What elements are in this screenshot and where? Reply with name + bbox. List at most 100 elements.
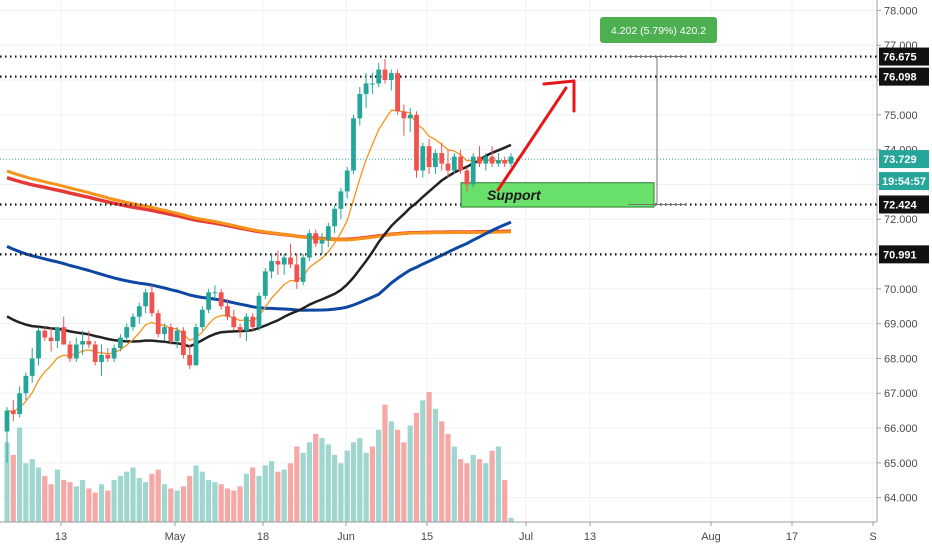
- volume-bar: [445, 433, 451, 522]
- annotations: 4.202 (5.79%) 420.2: [496, 17, 717, 205]
- volume-bar: [483, 463, 489, 522]
- volume-bar: [256, 475, 262, 522]
- volume-bar: [275, 471, 281, 522]
- volume-bar: [143, 482, 149, 522]
- candle-body: [464, 170, 470, 185]
- volume-bar: [407, 425, 413, 522]
- volume-bar: [67, 482, 73, 522]
- candle-body: [42, 330, 48, 338]
- candle-body: [300, 257, 306, 282]
- candle-body: [294, 264, 300, 282]
- volume-bar: [508, 517, 514, 522]
- candle-body: [73, 344, 79, 359]
- measure-badge: [600, 17, 717, 43]
- candle-body: [143, 292, 148, 307]
- volume-bar: [231, 490, 237, 522]
- candle-body: [313, 233, 319, 244]
- candle-body: [181, 330, 186, 355]
- price-tick-label: 70.000: [884, 284, 918, 296]
- volume-bar: [426, 392, 432, 522]
- candle-body: [388, 73, 394, 81]
- candle-body: [307, 233, 312, 258]
- volume-bar: [80, 480, 86, 522]
- axes: [0, 0, 878, 523]
- volume-bar: [61, 480, 67, 522]
- time-tick-label: S: [869, 531, 876, 543]
- volume-bar: [363, 452, 369, 522]
- time-tick-label: 17: [786, 531, 798, 543]
- measure-label: 4.202 (5.79%) 420.2: [611, 25, 706, 37]
- candle-body: [168, 327, 174, 342]
- candle-body: [363, 83, 369, 94]
- candle-body: [86, 341, 92, 345]
- volume-bar: [281, 469, 287, 522]
- volume-bar: [136, 477, 142, 522]
- candles: [4, 59, 514, 463]
- volume-bar: [130, 467, 136, 522]
- volume-bar: [401, 442, 407, 522]
- price-tick-label: 78.000: [884, 5, 918, 17]
- candle-body: [382, 69, 388, 81]
- volume-bar: [357, 438, 363, 522]
- candle-body: [4, 410, 10, 432]
- volume-bar: [502, 480, 508, 522]
- price-tick-label: 64.000: [884, 493, 918, 505]
- candle-body: [67, 344, 73, 359]
- volume-bar: [4, 442, 10, 522]
- candle-body: [80, 341, 85, 345]
- volume-bar: [86, 488, 92, 522]
- volume-bar: [338, 463, 344, 522]
- candle-body: [174, 330, 180, 342]
- volume-bar: [199, 471, 205, 522]
- volume-bar: [325, 444, 331, 522]
- time-tick-label: May: [165, 531, 186, 543]
- time-tick-label: Jul: [519, 531, 533, 543]
- candle-body: [426, 146, 432, 168]
- price-tick-label: 67.000: [884, 388, 918, 400]
- candle-body: [325, 226, 331, 241]
- candle-body: [212, 292, 218, 294]
- level-price-badge-label: 70.991: [883, 249, 917, 261]
- volume-bar: [319, 438, 325, 522]
- volume-bar: [382, 404, 388, 522]
- arrow-shaft: [496, 86, 568, 192]
- volume-bar: [294, 446, 300, 522]
- price-tick-label: 72.000: [884, 214, 918, 226]
- candle-body: [275, 261, 281, 265]
- volume-bar: [187, 475, 193, 522]
- volume-bar: [451, 446, 457, 522]
- candle-body: [250, 316, 256, 328]
- volume-bar: [495, 446, 501, 522]
- level-price-badge: [879, 195, 929, 214]
- volume-bar: [105, 490, 111, 522]
- price-tick-label: 66.000: [884, 423, 918, 435]
- candle-body: [124, 327, 130, 338]
- candle-body: [420, 146, 426, 171]
- volume-bar: [17, 427, 23, 522]
- candle-body: [407, 114, 413, 119]
- volume-bar: [243, 473, 249, 522]
- candle-body: [262, 271, 268, 296]
- volume-bar: [206, 480, 212, 522]
- volume-bar: [98, 484, 105, 522]
- candle-body: [155, 313, 161, 335]
- candle-body: [23, 375, 29, 394]
- candle-body: [395, 73, 400, 112]
- volume-bar: [420, 400, 426, 522]
- volume-bar: [73, 486, 79, 522]
- candle-body: [351, 118, 356, 171]
- candle-body: [256, 295, 262, 328]
- candle-body: [502, 160, 508, 164]
- candle-body: [344, 170, 350, 192]
- volume-bar: [212, 482, 218, 522]
- volume-bar: [180, 486, 186, 522]
- price-tick-label: 69.000: [884, 319, 918, 331]
- candle-body: [55, 327, 60, 342]
- volume-bar: [269, 461, 275, 522]
- level-price-badge: [879, 67, 929, 86]
- candle-body: [61, 327, 67, 345]
- time-tick-label: Aug: [701, 531, 721, 543]
- volume-bar: [300, 452, 306, 522]
- candle-body: [451, 156, 457, 171]
